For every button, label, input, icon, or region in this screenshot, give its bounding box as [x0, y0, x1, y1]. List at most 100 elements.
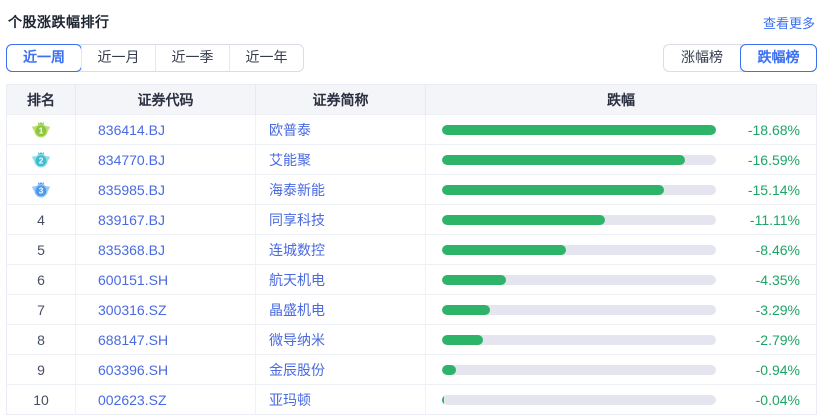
svg-text:1: 1: [39, 127, 44, 136]
rank-number: 5: [37, 241, 45, 258]
change-bar-fill: [442, 304, 491, 315]
change-bar-track: [442, 394, 716, 405]
change-percent: -8.46%: [755, 241, 800, 258]
rank-toggle-losers[interactable]: 跌幅榜: [740, 44, 817, 72]
change-bar-fill: [442, 394, 444, 405]
stock-name-cell: 同享科技: [255, 204, 426, 235]
rank-number: 7: [37, 301, 45, 318]
table-row: 6 600151.SH 航天机电 -4.35%: [6, 264, 817, 295]
table-row: 3 835985.BJ 海泰新能 -15.14%: [6, 174, 817, 205]
stock-name[interactable]: 艾能聚: [269, 151, 311, 168]
rank-number: 4: [37, 211, 45, 228]
stock-name[interactable]: 海泰新能: [269, 181, 325, 198]
table-row: 1 836414.BJ 欧普泰 -18.68%: [6, 114, 817, 145]
controls-row: 近一周 近一月 近一季 近一年 涨幅榜 跌幅榜: [6, 44, 817, 72]
change-bar-track: [442, 304, 716, 315]
rank-type-toggle: 涨幅榜 跌幅榜: [663, 44, 817, 72]
stock-name-cell: 航天机电: [255, 264, 426, 295]
stock-code-cell: 300316.SZ: [75, 294, 256, 325]
change-bar-fill: [442, 244, 567, 255]
rank-medal-2-icon: 2: [31, 151, 51, 168]
stock-code[interactable]: 600151.SH: [98, 271, 169, 288]
change-cell: -3.29%: [425, 294, 817, 325]
stock-code[interactable]: 835985.BJ: [98, 181, 165, 198]
stock-name[interactable]: 连城数控: [269, 241, 325, 258]
change-bar-track: [442, 184, 716, 195]
table-row: 9 603396.SH 金辰股份 -0.94%: [6, 354, 817, 385]
change-bar-fill: [442, 334, 483, 345]
rank-number: 8: [37, 331, 45, 348]
rank-number: 6: [37, 271, 45, 288]
rank-medal-1-icon: 1: [31, 121, 51, 138]
change-bar-fill: [442, 364, 456, 375]
change-percent: -15.14%: [747, 181, 800, 198]
stock-code-cell: 834770.BJ: [75, 144, 256, 175]
stock-name[interactable]: 亚玛顿: [269, 391, 311, 408]
page-title: 个股涨跌幅排行: [8, 14, 110, 30]
period-tab-quarter[interactable]: 近一季: [155, 45, 229, 71]
rank-number: 10: [33, 391, 49, 408]
change-bar-track: [442, 274, 716, 285]
change-percent: -4.35%: [755, 271, 800, 288]
change-cell: -15.14%: [425, 174, 817, 205]
stock-name[interactable]: 微导纳米: [269, 331, 325, 348]
stock-code[interactable]: 834770.BJ: [98, 151, 165, 168]
change-percent: -2.79%: [755, 331, 800, 348]
change-bar-track: [442, 244, 716, 255]
change-bar-track: [442, 334, 716, 345]
rank-cell: 3: [6, 174, 76, 205]
stock-code-cell: 688147.SH: [75, 324, 256, 355]
change-cell: -8.46%: [425, 234, 817, 265]
ranking-table: 排名 证券代码 证券简称 跌幅 1 836414.BJ 欧普泰 -18.68% 2 834770…: [6, 84, 817, 415]
rank-cell: 9: [6, 354, 76, 385]
column-header-code: 证券代码: [75, 84, 256, 115]
stock-code[interactable]: 002623.SZ: [98, 391, 167, 408]
stock-code-cell: 839167.BJ: [75, 204, 256, 235]
period-tab-week[interactable]: 近一周: [6, 44, 82, 72]
stock-name[interactable]: 晶盛机电: [269, 301, 325, 318]
stock-name[interactable]: 欧普泰: [269, 121, 311, 138]
period-tabs: 近一周 近一月 近一季 近一年: [6, 44, 304, 72]
stock-code[interactable]: 300316.SZ: [98, 301, 167, 318]
period-tab-year[interactable]: 近一年: [229, 45, 303, 71]
stock-name[interactable]: 金辰股份: [269, 361, 325, 378]
stock-code-cell: 600151.SH: [75, 264, 256, 295]
stock-name-cell: 亚玛顿: [255, 384, 426, 415]
rank-cell: 8: [6, 324, 76, 355]
change-cell: -4.35%: [425, 264, 817, 295]
stock-name[interactable]: 航天机电: [269, 271, 325, 288]
change-cell: -0.04%: [425, 384, 817, 415]
stock-name-cell: 微导纳米: [255, 324, 426, 355]
change-cell: -11.11%: [425, 204, 817, 235]
stock-code[interactable]: 839167.BJ: [98, 211, 165, 228]
table-row: 8 688147.SH 微导纳米 -2.79%: [6, 324, 817, 355]
change-bar-fill: [442, 124, 716, 135]
period-tab-month[interactable]: 近一月: [81, 45, 155, 71]
stock-code[interactable]: 603396.SH: [98, 361, 169, 378]
stock-code[interactable]: 688147.SH: [98, 331, 169, 348]
stock-name-cell: 连城数控: [255, 234, 426, 265]
stock-code[interactable]: 835368.BJ: [98, 241, 165, 258]
stock-name-cell: 海泰新能: [255, 174, 426, 205]
stock-code[interactable]: 836414.BJ: [98, 121, 165, 138]
rank-cell: 5: [6, 234, 76, 265]
stock-code-cell: 836414.BJ: [75, 114, 256, 145]
rank-toggle-gainers[interactable]: 涨幅榜: [681, 49, 723, 65]
change-bar-track: [442, 214, 716, 225]
svg-text:3: 3: [39, 187, 44, 196]
stock-name-cell: 晶盛机电: [255, 294, 426, 325]
change-percent: -3.29%: [755, 301, 800, 318]
change-bar-fill: [442, 154, 686, 165]
stock-code-cell: 002623.SZ: [75, 384, 256, 415]
panel-header: 个股涨跌幅排行 查看更多: [6, 12, 817, 32]
change-percent: -0.04%: [755, 391, 800, 408]
rank-cell: 10: [6, 384, 76, 415]
view-more-link[interactable]: 查看更多: [762, 15, 815, 31]
change-percent: -0.94%: [755, 361, 800, 378]
change-percent: -11.11%: [749, 211, 800, 228]
stock-name[interactable]: 同享科技: [269, 211, 325, 228]
table-row: 10 002623.SZ 亚玛顿 -0.04%: [6, 384, 817, 415]
column-header-change: 跌幅: [425, 84, 817, 115]
svg-text:2: 2: [39, 157, 44, 166]
